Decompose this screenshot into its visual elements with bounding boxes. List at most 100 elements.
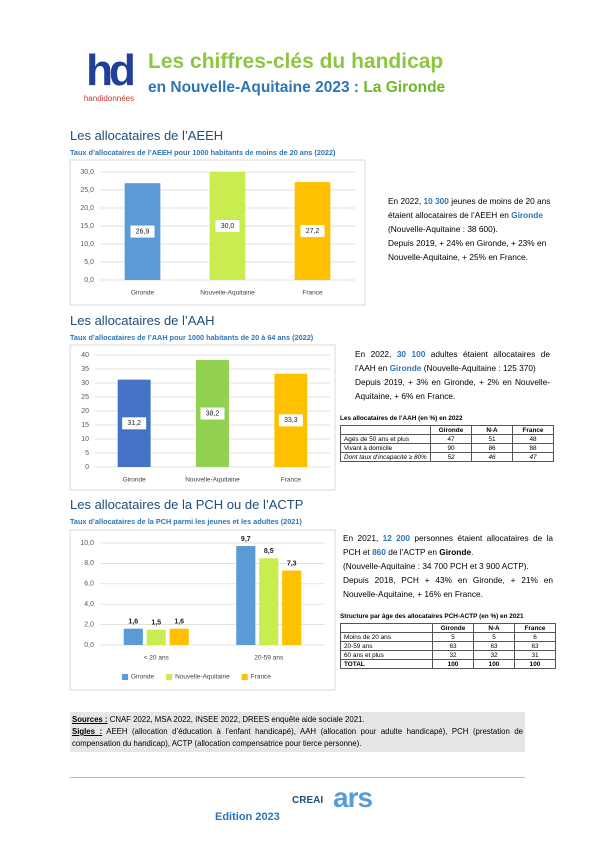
cell: 5 — [432, 632, 474, 642]
y-tick-label: 4,0 — [84, 601, 94, 608]
header-cell: France — [512, 425, 554, 435]
subtitle-text: en Nouvelle-Aquitaine 2023 : — [148, 79, 364, 96]
x-tick-label: Nouvelle-Aquitaine — [185, 477, 240, 484]
run: En 2022, — [355, 349, 397, 359]
run: Gironde — [511, 210, 543, 220]
cell: 32 — [432, 650, 474, 660]
value-label: 1,6 — [128, 619, 138, 626]
cell: 48 — [512, 434, 554, 444]
logo-ars: ars — [333, 782, 373, 813]
header-cell: Gironde — [432, 623, 474, 633]
header-cell — [340, 623, 433, 633]
value-label: 31,2 — [127, 420, 141, 427]
row: Dont taux d’incapacité ≥ 80% 52 46 47 — [340, 452, 554, 462]
paragraph: En 2021, 12 200 personnes étaient alloca… — [343, 531, 553, 601]
run: jeunes de moins de 20 ans étaient alloca… — [388, 196, 551, 220]
y-tick-label: 0,0 — [84, 277, 94, 284]
text: Depuis 2018, PCH + 43% en Gironde, + 21%… — [343, 575, 553, 599]
y-tick-label: 30,0 — [80, 169, 94, 176]
cell: 60 ans et plus — [340, 650, 433, 660]
sigles: Sigles : AEEH (allocation d’éducation à … — [72, 726, 523, 750]
header-cell: N-A — [473, 623, 515, 633]
bar — [282, 570, 302, 645]
run: 860 — [372, 547, 386, 557]
legend-swatch — [166, 674, 173, 680]
text: En 2021, 12 200 personnes étaient alloca… — [343, 531, 553, 559]
cell: Dont taux d’incapacité ≥ 80% — [340, 452, 431, 462]
x-tick-label: < 20 ans — [144, 655, 170, 662]
label: Sources : — [72, 715, 108, 724]
paragraph: En 2022, 30 100 adultes étaient allocata… — [355, 347, 550, 403]
cell: 6 — [514, 632, 556, 642]
value-label: 1,5 — [151, 620, 161, 627]
legend-label: Nouvelle-Aquitaine — [175, 674, 230, 681]
cell: 88 — [512, 443, 554, 453]
x-tick-label: Gironde — [123, 477, 147, 484]
y-tick-label: 15,0 — [80, 223, 94, 230]
run: (Nouvelle-Aquitaine : 125 370) — [421, 363, 536, 373]
cell: 63 — [432, 641, 474, 651]
run: En 2021, — [343, 533, 383, 543]
header-row: Gironde N-A France — [340, 623, 556, 633]
label-background — [122, 417, 147, 430]
run: 10 300 — [423, 196, 449, 206]
text: AEEH (allocation d’éducation à l’enfant … — [72, 727, 524, 748]
title: Les chiffres-clés du handicap — [148, 50, 444, 73]
run: de l’ACTP en — [385, 547, 440, 557]
cell: Moins de 20 ans — [340, 632, 433, 642]
text: (Nouvelle-Aquitaine : 34 700 PCH et 3 90… — [343, 561, 529, 571]
value-label: 8,5 — [264, 548, 274, 555]
edition: Edition 2023 — [215, 811, 280, 823]
value-label: 1,6 — [174, 619, 184, 626]
cell: 20-59 ans — [340, 641, 433, 651]
run: Gironde — [439, 547, 472, 557]
section-heading: Les allocataires de l’AEEH — [70, 128, 224, 143]
value-label: 38,2 — [206, 410, 220, 417]
cell: 52 — [430, 452, 472, 462]
label: Sigles : — [72, 727, 103, 736]
cell: 100 — [514, 659, 556, 669]
subtitle-place: La Gironde — [363, 79, 446, 96]
bar — [169, 628, 189, 645]
run: personnes étaient allocataires de la PCH… — [343, 533, 553, 557]
run: Gironde — [389, 363, 422, 373]
table-title: Structure par âge des allocataires PCH-A… — [340, 613, 524, 620]
text: En 2022, 30 100 adultes étaient allocata… — [355, 347, 550, 375]
cell: 46 — [471, 452, 513, 462]
table: Gironde N-A France Moins de 20 ans 5 5 6 20-59 … — [340, 623, 556, 669]
run: 12 200 — [382, 533, 410, 543]
chart-title: Taux d’allocataires de l’AAH pour 1000 h… — [70, 333, 314, 342]
cell: Vivant à domicile — [340, 443, 431, 453]
row: 20-59 ans 63 63 63 — [340, 641, 556, 651]
y-tick-label: 6,0 — [84, 581, 94, 588]
cell: 63 — [473, 641, 515, 651]
label-background — [215, 220, 240, 232]
logo-caption: handidonnées — [83, 94, 135, 103]
chart-title: Taux d’allocataires de l’AEEH pour 1000 … — [70, 148, 336, 157]
row: 60 ans et plus 32 32 31 — [340, 650, 556, 660]
y-tick-label: 35 — [81, 366, 89, 373]
section-heading: Les allocataires de la PCH ou de l’ACTP — [70, 497, 304, 512]
y-tick-label: 20,0 — [80, 205, 94, 212]
x-tick-label: 20-59 ans — [254, 655, 284, 662]
text: CNAF 2022, MSA 2022, INSEE 2022, DREES e… — [107, 715, 365, 724]
legend-label: Gironde — [131, 674, 155, 681]
text: Depuis 2019, + 24% en Gironde, + 23% en … — [388, 238, 547, 262]
y-tick-label: 40 — [81, 352, 89, 359]
y-tick-label: 0 — [85, 464, 89, 471]
x-tick-label: Nouvelle-Aquitaine — [200, 290, 255, 297]
y-tick-label: 25 — [81, 394, 89, 401]
cell: 86 — [471, 443, 513, 453]
y-tick-label: 10 — [81, 436, 89, 443]
cell: 51 — [471, 434, 513, 444]
row: Moins de 20 ans 5 5 6 — [340, 632, 556, 642]
cell: TOTAL — [340, 659, 433, 669]
logo-mark: hd — [86, 46, 136, 95]
run: En 2022, — [388, 196, 424, 206]
text: Depuis 2019, + 3% en Gironde, + 2% en No… — [355, 377, 550, 401]
header-row: Gironde N-A France — [340, 425, 554, 435]
y-tick-label: 2,0 — [84, 621, 94, 628]
label-background — [130, 225, 155, 238]
